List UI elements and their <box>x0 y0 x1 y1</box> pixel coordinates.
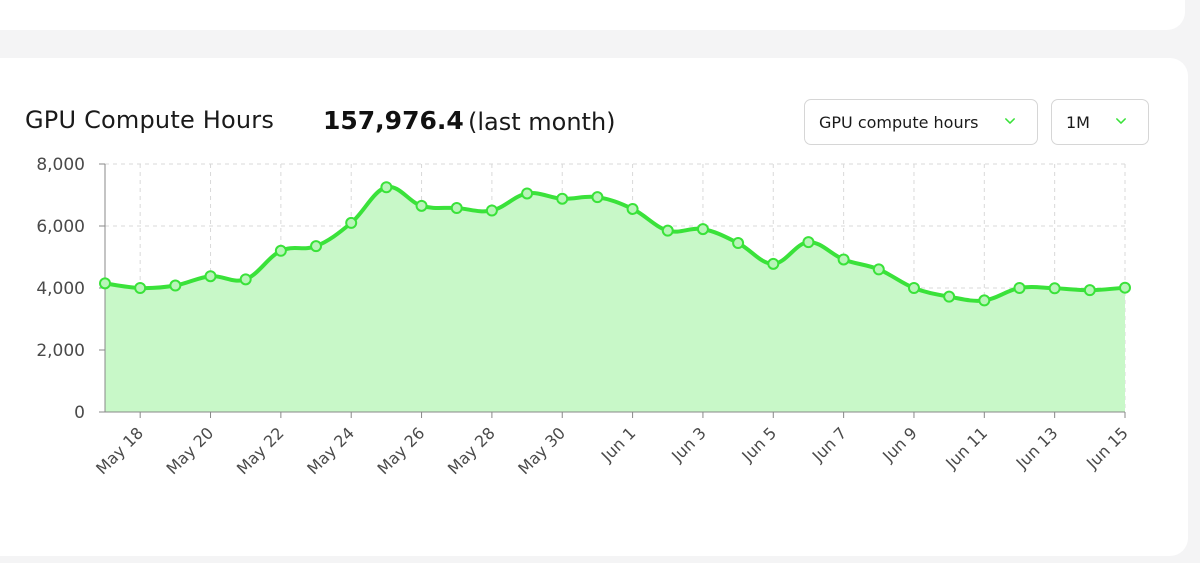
x-tick-label: Jun 5 <box>737 423 780 466</box>
data-point <box>415 199 428 212</box>
data-point <box>943 290 956 303</box>
data-point <box>345 216 358 229</box>
data-point <box>450 202 463 215</box>
data-point <box>556 192 569 205</box>
data-point <box>732 237 745 250</box>
data-point <box>239 273 252 286</box>
data-point <box>1013 282 1026 294</box>
metric-dropdown[interactable]: GPU compute hours <box>804 99 1038 145</box>
x-tick-label: May 30 <box>514 423 569 478</box>
data-point <box>802 236 815 249</box>
x-tick-label: Jun 3 <box>667 423 710 466</box>
x-tick-label: Jun 13 <box>1012 423 1062 473</box>
x-tick-label: Jun 7 <box>808 423 851 466</box>
x-tick-label: May 28 <box>444 423 499 478</box>
chart-title: GPU Compute Hours <box>25 106 275 134</box>
data-point <box>661 224 674 237</box>
data-point <box>767 257 780 270</box>
data-point <box>978 294 991 307</box>
data-point <box>274 244 287 257</box>
x-tick-label: Jun 15 <box>1082 423 1132 473</box>
data-point <box>1083 284 1096 297</box>
data-point <box>485 204 498 217</box>
data-point <box>907 282 920 294</box>
data-point <box>99 277 111 290</box>
chevron-down-icon <box>1005 118 1015 124</box>
y-tick-label: 4,000 <box>36 279 85 299</box>
data-point <box>1119 281 1131 294</box>
x-tick-label: May 18 <box>92 423 147 478</box>
top-card <box>0 0 1185 30</box>
data-point <box>169 279 182 292</box>
x-tick-label: May 22 <box>233 423 288 478</box>
range-dropdown[interactable]: 1M <box>1051 99 1149 145</box>
metric-dropdown-value: GPU compute hours <box>819 112 979 132</box>
area-fill <box>105 186 1125 412</box>
y-tick-label: 0 <box>74 403 85 423</box>
data-point <box>837 253 850 266</box>
data-point <box>626 202 639 215</box>
x-tick-label: May 20 <box>163 423 218 478</box>
y-tick-label: 8,000 <box>36 155 85 175</box>
x-tick-label: Jun 9 <box>878 423 921 466</box>
data-point <box>696 223 709 236</box>
data-point <box>310 240 323 253</box>
data-point <box>1048 282 1061 295</box>
data-point <box>204 270 217 283</box>
data-point <box>380 181 393 194</box>
x-tick-label: May 24 <box>303 423 358 478</box>
chevron-down-icon <box>1116 118 1126 124</box>
data-point <box>521 187 534 200</box>
period-label: (last month) <box>468 108 616 136</box>
x-tick-label: May 26 <box>374 423 429 478</box>
x-tick-label: Jun 1 <box>597 423 640 466</box>
total-value: 157,976.4 <box>323 106 464 135</box>
data-point <box>872 263 885 276</box>
x-tick-label: Jun 11 <box>941 423 991 473</box>
y-tick-label: 2,000 <box>36 341 85 361</box>
y-tick-label: 6,000 <box>36 217 85 237</box>
data-point <box>134 282 147 294</box>
range-dropdown-value: 1M <box>1066 112 1090 132</box>
data-point <box>591 191 604 204</box>
